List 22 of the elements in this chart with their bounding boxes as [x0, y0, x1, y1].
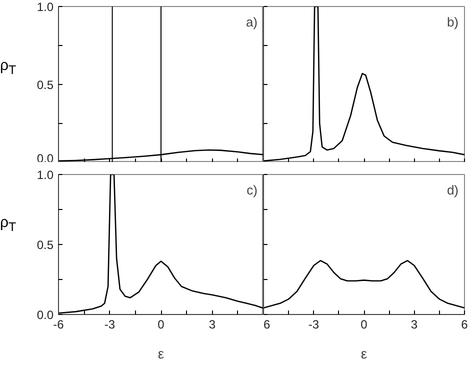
annotation: b) — [446, 14, 459, 30]
annotation: c) — [246, 182, 258, 198]
x-axis-title: ε — [158, 346, 164, 362]
x-tick-label: -3 — [308, 318, 320, 332]
x-axis-title: ε — [360, 346, 368, 362]
y-tick-label: 0.5 — [36, 238, 54, 252]
y-tick-label: 0.0 — [36, 308, 54, 322]
y-tick-label: 1.0 — [36, 0, 54, 14]
annotation: d) — [446, 182, 459, 198]
x-tick-label: -6 — [53, 318, 64, 332]
x-tick-label: 0 — [360, 318, 368, 332]
y-axis-title: ρ$_{T}$ — [0, 56, 16, 79]
x-tick-label: 0 — [158, 318, 165, 332]
x-tick-label: 3 — [410, 318, 418, 332]
x-tick-label: 3 — [208, 318, 216, 332]
x-tick-label: 6 — [461, 318, 468, 332]
annotation: a) — [246, 14, 258, 30]
y-tick-label: 0.5 — [36, 78, 54, 92]
x-tick-label: 6 — [264, 318, 270, 332]
y-tick-label: 1.0 — [36, 168, 54, 182]
x-tick-label: -3 — [104, 318, 116, 332]
y-axis-title: ρ$_{T}$ — [0, 213, 16, 236]
